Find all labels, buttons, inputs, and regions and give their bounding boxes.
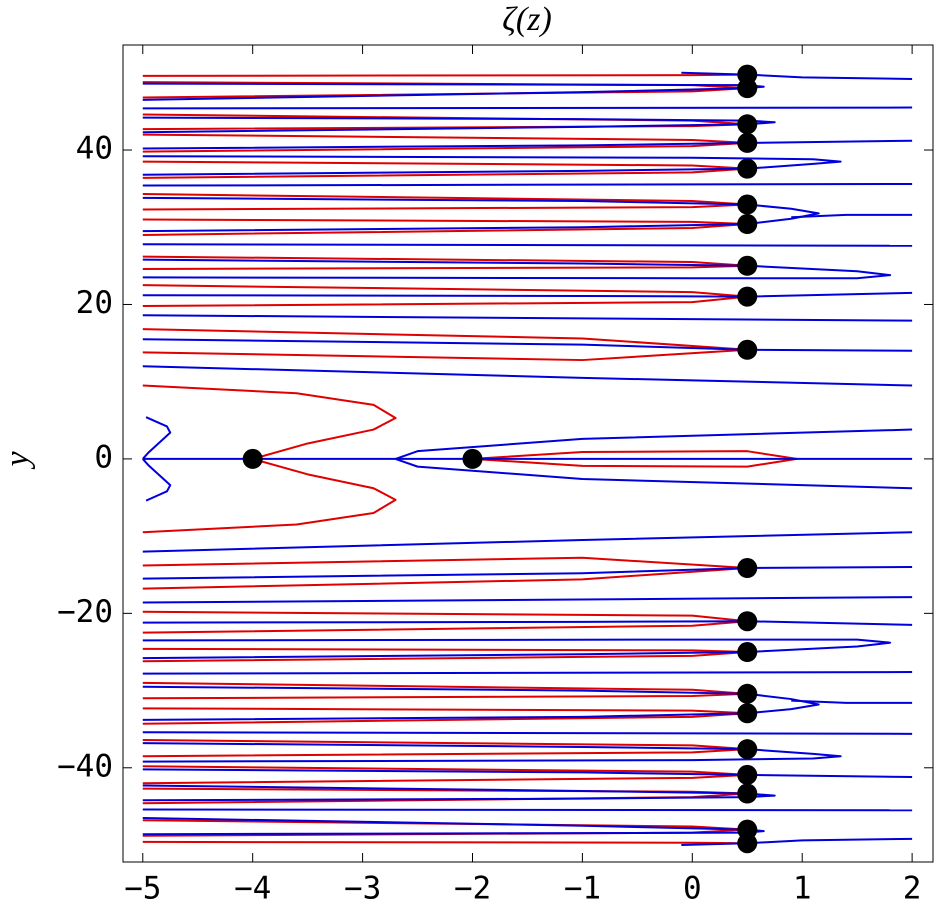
x-tick-label: −1 [564,871,601,906]
contour-line [142,671,913,675]
contour-line [142,416,172,460]
zero-point [242,448,263,469]
contour-line [142,73,748,77]
zero-point [737,286,758,307]
x-tick-label: 2 [903,871,922,906]
contour-line [142,647,748,654]
x-tick-label: −2 [454,871,491,906]
contour-line [142,291,913,298]
contour-line [142,167,748,179]
contour-line [142,596,913,604]
contour-line [142,808,913,812]
contour-line [142,106,913,110]
contour-line [142,116,776,134]
contour-line [142,457,397,534]
contour-line [791,213,913,219]
x-tick-label: −3 [344,871,381,906]
zero-point [737,114,758,135]
zero-point [737,683,758,704]
contour-line [142,748,748,758]
plot-area [142,64,913,854]
zero-point [737,158,758,179]
contour-line [142,218,748,225]
contour-line [142,196,820,233]
contour-line [142,620,748,634]
contour-line [791,699,913,704]
chart-title: ζ(z) [502,1,552,38]
contour-line [394,428,913,490]
contour-line [142,338,913,352]
zero-point [737,783,758,804]
contour-line [142,258,892,280]
contour-line [142,840,748,845]
contour-line [142,784,776,802]
contour-line [142,314,913,322]
contour-line [142,556,748,570]
contour-line [142,731,913,735]
contour-line [142,155,842,176]
y-tick-label: 20 [76,285,113,321]
zero-point [737,194,758,215]
zero-point [737,255,758,276]
contour-line [142,139,913,150]
contour-line [142,638,892,660]
contour-line [142,264,748,270]
zero-point [737,64,758,85]
zero-point [737,642,758,663]
contour-line [142,531,913,553]
contour-line [681,837,913,847]
contour-line [142,692,748,700]
contour-line [142,243,913,247]
contour-line [142,384,397,460]
contour-line [142,567,748,590]
zero-point [737,703,758,724]
y-tick-label: 40 [76,131,113,167]
x-tick-label: −5 [124,871,161,906]
zero-point [737,213,758,234]
y-tick-label: −20 [57,594,113,630]
contour-line [142,203,748,211]
contour-line [142,651,748,663]
contour-line [681,71,913,80]
zero-point [737,611,758,632]
contour-line [142,348,748,362]
contour-line [142,738,748,751]
x-tick-label: −4 [234,871,271,906]
contour-line [142,742,842,763]
zero-point [462,448,483,469]
x-tick-label: 0 [683,871,702,906]
x-tick-label: 1 [793,871,812,906]
contour-line [142,610,748,623]
zero-point [737,833,758,854]
contour-line [142,685,820,721]
zero-point [737,558,758,579]
contour-line [142,133,748,144]
frame [122,44,934,863]
contour-line [142,295,748,308]
contour-line [142,458,172,502]
zero-point [737,739,758,760]
contour-line [142,182,913,187]
zero-point [737,132,758,153]
contour-line [142,284,748,298]
contour-line [142,328,748,351]
zero-point [737,339,758,360]
contour-line [142,365,913,387]
contour-line [142,566,913,580]
contour-line [142,707,748,715]
contour-line [142,160,748,170]
contour-line [142,773,748,785]
y-axis-label: y [0,451,36,470]
contour-line [142,255,748,267]
contour-line [142,768,913,779]
y-tick-label: −40 [57,748,113,784]
y-tick-label: 0 [94,439,113,475]
zero-point [737,764,758,785]
contour-line [142,620,913,626]
